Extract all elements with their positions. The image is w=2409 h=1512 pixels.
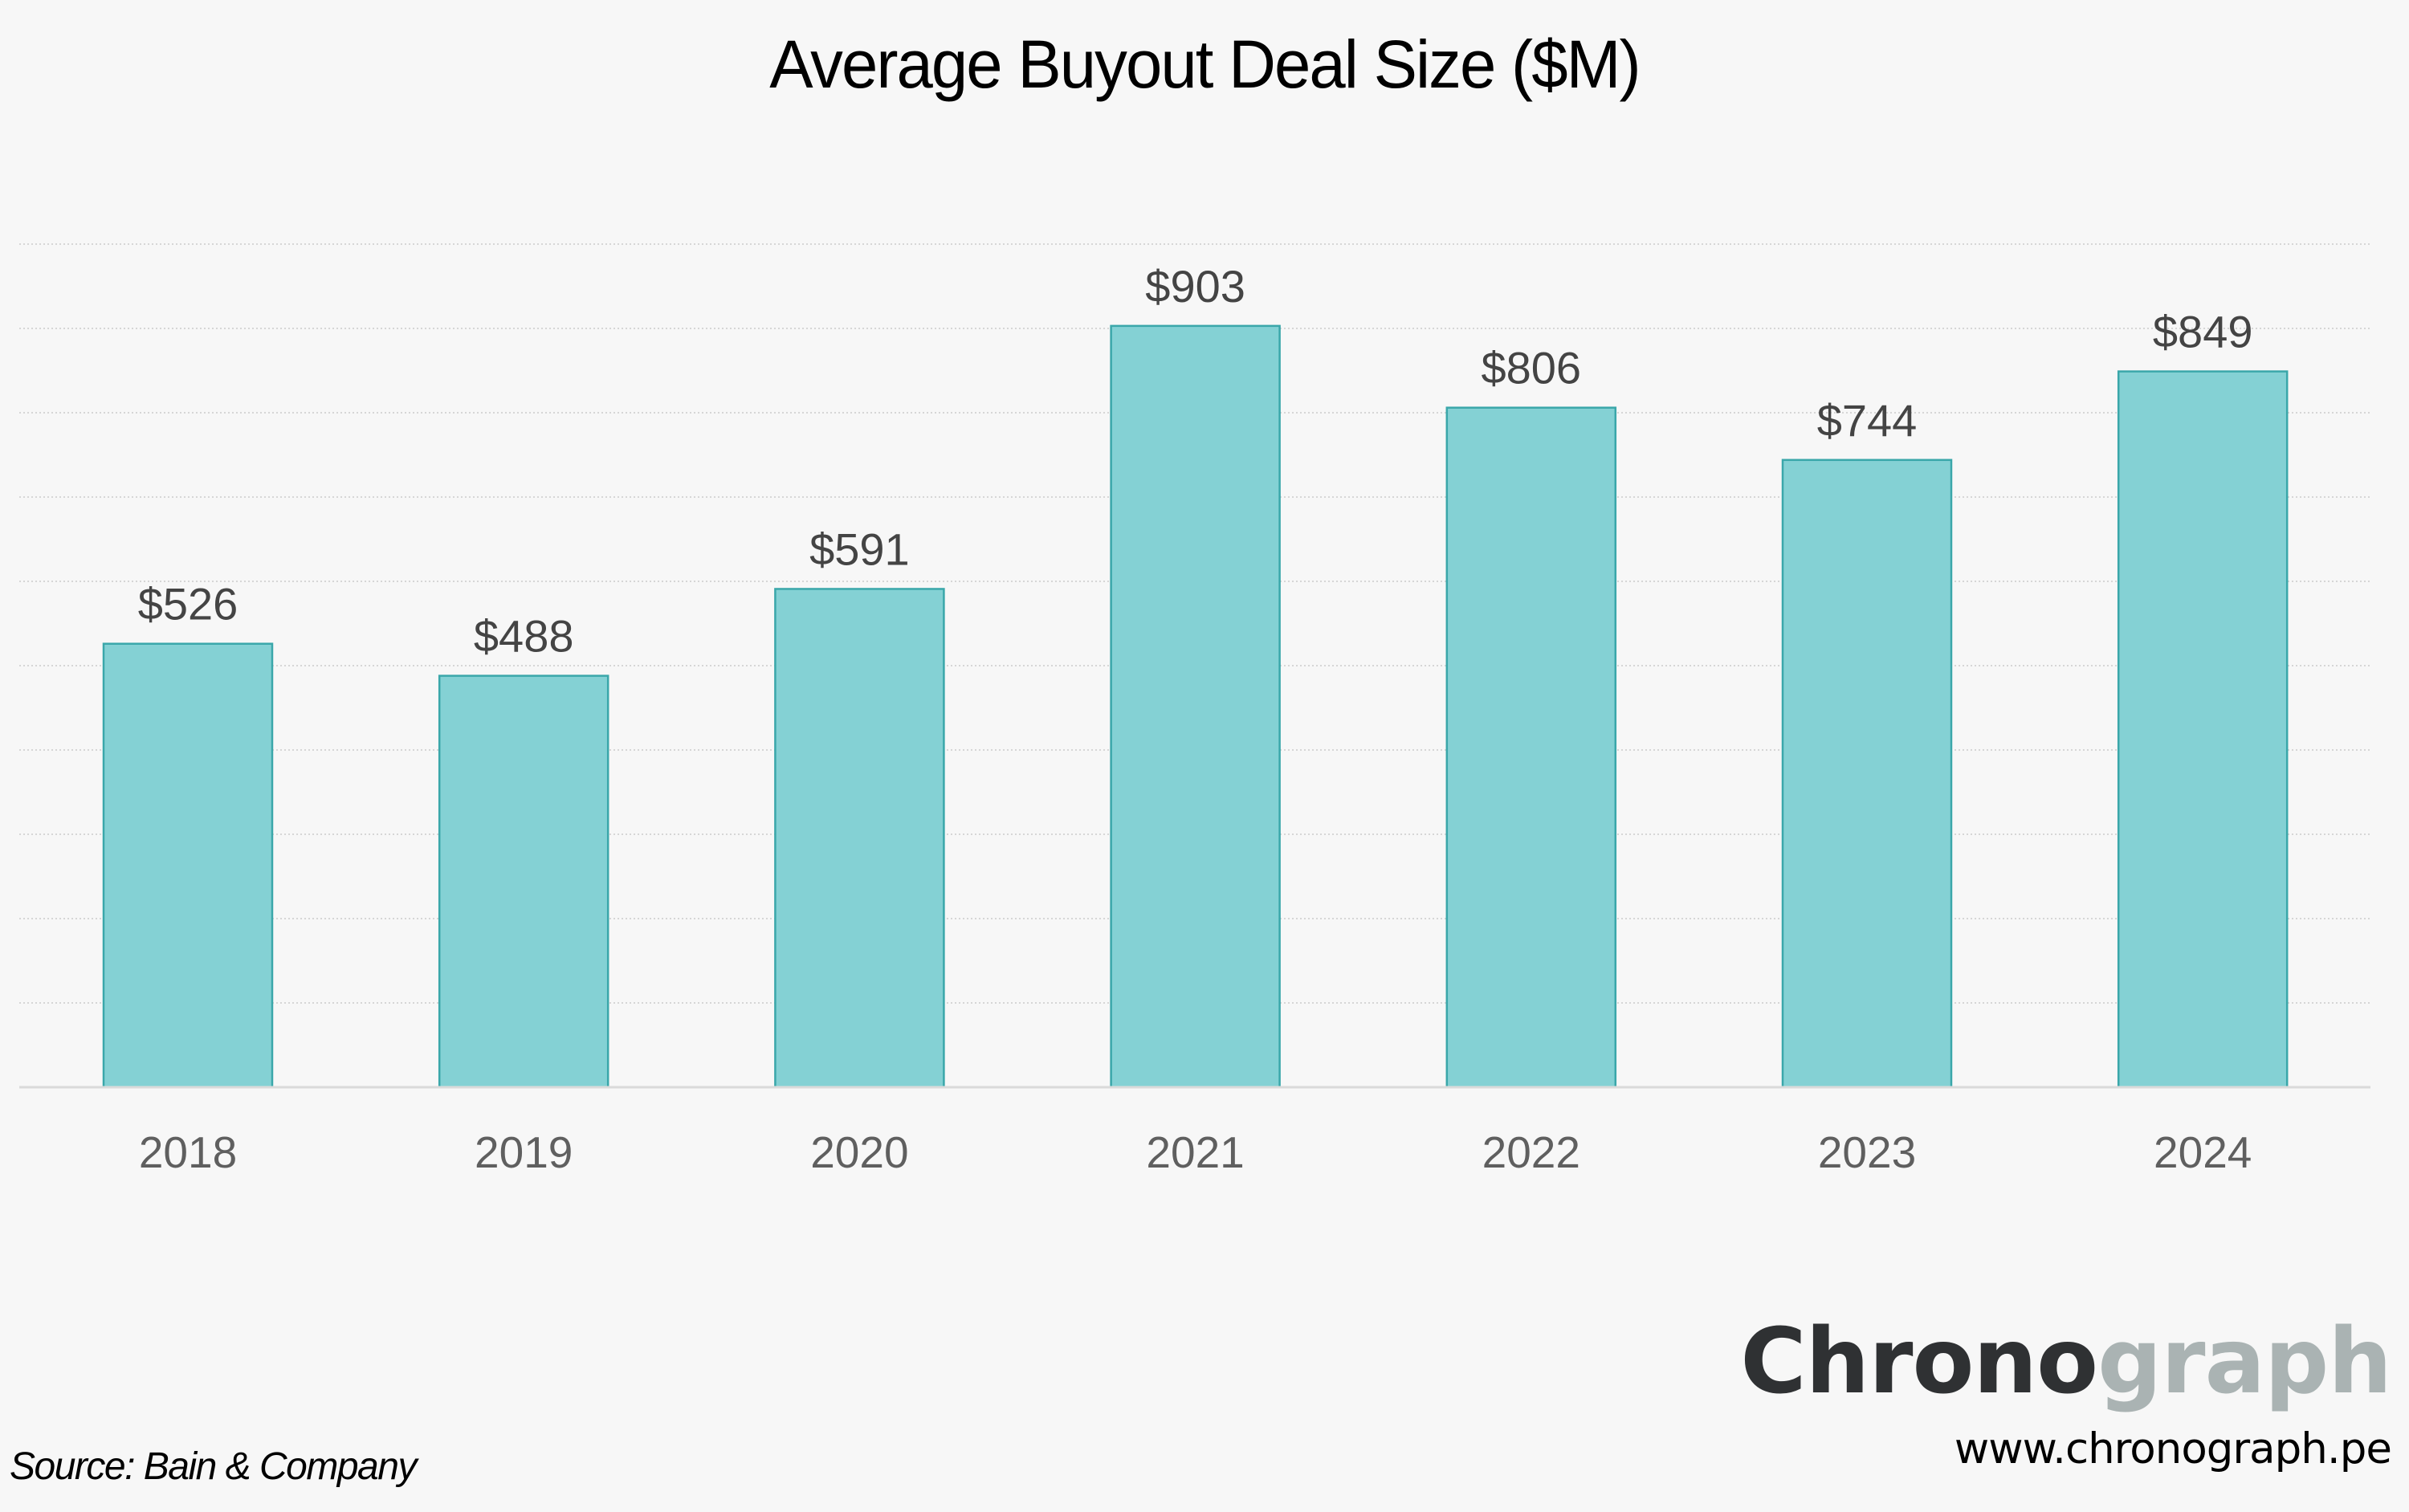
bar-2019 (438, 674, 609, 1089)
value-label-2021: $903 (1145, 261, 1245, 312)
x-tick-label-2019: 2019 (475, 1127, 573, 1177)
source-note: Source: Bain & Company (10, 1445, 417, 1488)
brand-logo-dark-part: Chrono (1740, 1310, 2098, 1414)
x-axis-tick-labels: 2018 2019 2020 2021 2022 2023 2024 (139, 1127, 2252, 1177)
bars (102, 324, 2289, 1089)
gridlines (19, 243, 2370, 1004)
value-labels: $526 $488 $591 $903 $806 $744 $849 (138, 261, 2253, 662)
bar-2024 (2117, 370, 2289, 1089)
brand-logo: Chronograph (1740, 1317, 2392, 1407)
value-label-2020: $591 (809, 524, 910, 574)
value-label-2023: $744 (1817, 395, 1918, 446)
x-tick-label-2018: 2018 (139, 1127, 237, 1177)
bar-2018 (102, 642, 274, 1089)
brand-url: www.chronograph.pe (1954, 1424, 2392, 1473)
value-label-2018: $526 (138, 579, 238, 630)
bar-2021 (1110, 324, 1281, 1089)
x-tick-label-2021: 2021 (1146, 1127, 1244, 1177)
chart-title: Average Buyout Deal Size ($M) (769, 26, 1641, 102)
x-tick-label-2023: 2023 (1818, 1127, 1916, 1177)
value-label-2024: $849 (2153, 307, 2253, 357)
bar-2023 (1781, 458, 1953, 1089)
brand-logo-light-part: graph (2097, 1310, 2392, 1414)
bar-2020 (774, 588, 945, 1089)
value-label-2022: $806 (1482, 343, 1582, 393)
value-label-2019: $488 (474, 611, 574, 662)
x-tick-label-2022: 2022 (1482, 1127, 1580, 1177)
x-tick-label-2020: 2020 (810, 1127, 908, 1177)
bar-2022 (1445, 406, 1617, 1089)
x-tick-label-2024: 2024 (2154, 1127, 2252, 1177)
